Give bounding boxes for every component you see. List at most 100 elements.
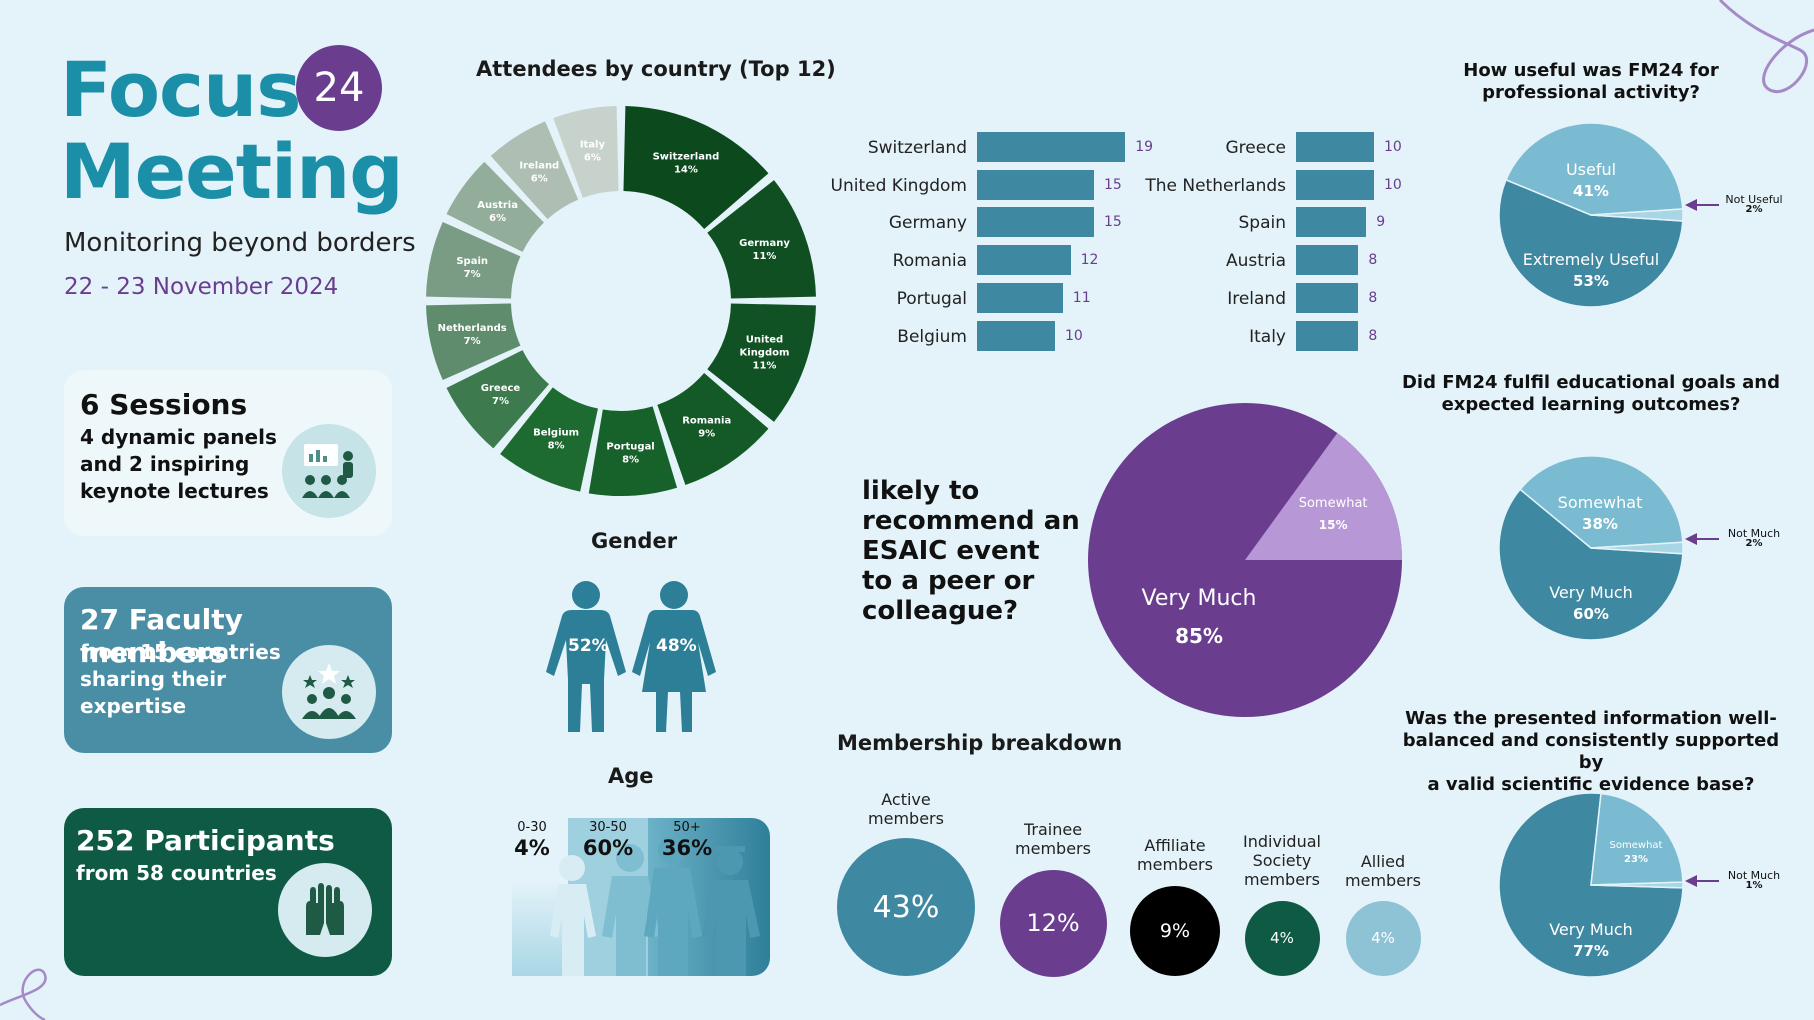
recommend-line: likely to [862, 476, 980, 506]
donut-slice [446, 350, 549, 449]
membership-label: Individual Society members [1212, 832, 1352, 889]
donut-slice-label: Greece 7% [481, 383, 521, 407]
question-title-line: How useful was FM24 for [1463, 60, 1719, 81]
membership-label: Active members [836, 790, 976, 828]
decorative-swirl-top-right [1718, 0, 1814, 94]
question-pie-chart [1498, 792, 1684, 978]
donut-slice-label: Italy 6% [580, 140, 606, 164]
bar [1296, 282, 1359, 313]
bar [977, 282, 1063, 313]
bar-category-label: Ireland [1227, 288, 1286, 309]
membership-label-line: Trainee [1023, 820, 1083, 839]
membership-label-line: Allied [1360, 852, 1406, 871]
donut-slice-label: Belgium 8% [533, 427, 579, 451]
bar [977, 245, 1071, 276]
callout-arrow-icon [1685, 875, 1719, 887]
sessions-text-line: keynote lectures [80, 479, 269, 503]
bar [1296, 207, 1367, 238]
membership-label-line: members [1244, 870, 1320, 889]
question-pie-chart [1498, 455, 1684, 641]
bar-value-label: 8 [1368, 327, 1378, 344]
recommend-line: recommend an [862, 506, 1080, 536]
membership-label-line: Individual [1243, 832, 1321, 851]
raised-hands-icon [278, 863, 372, 957]
pie-main-category: Very Much [1549, 583, 1633, 602]
pie-slice-small [1590, 541, 1684, 555]
country-donut-chart: Switzerland 14% Germany 11% United Kingdom 11%… [426, 106, 816, 496]
pie-top-category: Somewhat [1609, 840, 1663, 851]
age-band-0-30 [512, 818, 564, 976]
membership-label-line: members [868, 809, 944, 828]
question-title-line: Did FM24 fulfil educational goals and [1401, 372, 1781, 393]
bar [1296, 169, 1374, 200]
bar-value-label: 10 [1065, 327, 1083, 344]
gender-title: Gender [591, 529, 678, 553]
bar-category-label: Romania [892, 251, 967, 272]
pie-top-value: 23% [1624, 854, 1648, 865]
bar-category-label: The Netherlands [1145, 175, 1286, 196]
donut-slice [707, 180, 816, 299]
bar-category-label: Belgium [897, 326, 967, 347]
recommend-line: to a peer or [862, 566, 1035, 596]
question-title-line: a valid scientific evidence base? [1427, 774, 1755, 795]
pie-main-value: 53% [1573, 272, 1609, 290]
pie-main-value: 60% [1573, 605, 1609, 623]
donut-slice [490, 121, 579, 220]
decorative-swirl-bottom-left [0, 968, 47, 1020]
recommend-very-much-value: 85% [1175, 624, 1223, 648]
male-figure-icon [546, 581, 626, 732]
membership-label: Allied members [1313, 852, 1453, 890]
membership-label-line: Active [881, 790, 931, 809]
pie-slice-top [1505, 122, 1684, 216]
pie-main-category: Extremely Useful [1522, 250, 1660, 269]
question-title: Was the presented information well-balan… [1401, 708, 1781, 796]
donut-slice [553, 106, 619, 198]
pie-slice-small [1590, 208, 1684, 222]
bar-value-label: 15 [1104, 176, 1122, 193]
team-stars-icon [282, 645, 376, 739]
donut-slice [588, 406, 678, 496]
bar-category-label: Austria [1225, 251, 1286, 272]
donut-slice-label: Switzerland 14% [653, 152, 720, 176]
participants-text-line: from 58 countries [76, 861, 277, 885]
age-range-50-plus: 50+ [673, 820, 701, 835]
subtitle: Monitoring beyond borders [64, 228, 416, 258]
bar-value-label: 8 [1368, 252, 1378, 269]
age-value-50-plus: 36% [661, 836, 713, 860]
membership-label-line: Affiliate [1144, 836, 1206, 855]
sessions-text-line: and 2 inspiring [80, 452, 250, 476]
sessions-card: 6 Sessions 4 dynamic panels and 2 inspir… [64, 370, 392, 536]
donut-slice-label: Romania 9% [682, 416, 731, 440]
bar-category-label: Switzerland [867, 138, 967, 158]
bar-category-label: Greece [1225, 138, 1286, 158]
bar-value-label: 11 [1072, 289, 1091, 306]
membership-circle: 43% [837, 838, 975, 976]
bar-value-label: 8 [1368, 289, 1378, 306]
recommend-pie-chart: Somewhat 15% Very Much 85% [1088, 403, 1402, 717]
bar-category-label: Italy [1249, 326, 1286, 347]
age-value-0-30: 4% [514, 836, 550, 860]
pie-slice-main [1498, 178, 1684, 308]
pie-small-value: 2% [1745, 538, 1763, 549]
membership-label-line: members [1345, 871, 1421, 890]
membership-label-line: members [1137, 855, 1213, 874]
question-pie-chart [1498, 122, 1684, 308]
female-figure-icon [632, 581, 716, 732]
participants-heading: 252 Participants [76, 824, 335, 857]
bar-category-label: United Kingdom [830, 175, 967, 196]
age-graphic [512, 818, 770, 976]
gender-male-label: 52% [568, 636, 609, 656]
donut-slice [446, 161, 544, 252]
pie-top-category: Useful [1565, 160, 1617, 179]
donut-slice-label: Germany 11% [739, 238, 790, 262]
participants-card: 252 Participants from 58 countries [64, 808, 392, 976]
faculty-text-line: from 15 countries [80, 640, 281, 664]
faculty-heading: 27 Faculty members [80, 603, 243, 669]
pie-main-category: Very Much [1549, 920, 1633, 939]
membership-circle: 4% [1244, 900, 1320, 976]
bar-value-label: 19 [1135, 139, 1154, 155]
question-title: How useful was FM24 for professional acti… [1401, 60, 1781, 104]
gender-female-label: 48% [656, 636, 697, 656]
donut-slice [623, 106, 769, 229]
pie-small-category: Not Useful [1725, 193, 1783, 206]
